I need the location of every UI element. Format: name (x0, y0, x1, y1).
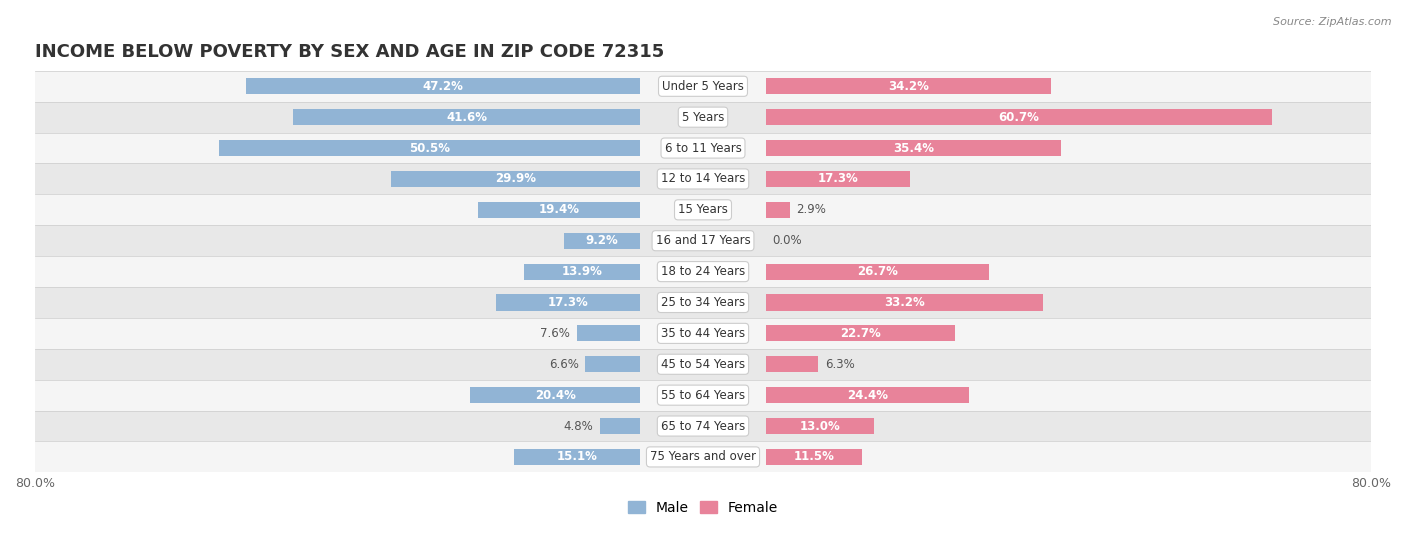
Bar (766, 418, 875, 434)
Bar (585, 356, 640, 372)
Text: 19.4%: 19.4% (538, 203, 579, 216)
Text: 15 Years: 15 Years (678, 203, 728, 216)
Bar (600, 418, 640, 434)
Bar (292, 109, 640, 125)
Bar (35, 349, 1371, 380)
Text: 17.3%: 17.3% (817, 172, 858, 186)
Bar (35, 195, 1371, 225)
Text: 2.9%: 2.9% (797, 203, 827, 216)
Text: 11.5%: 11.5% (793, 451, 834, 463)
Bar (35, 287, 1371, 318)
Text: 25 to 34 Years: 25 to 34 Years (661, 296, 745, 309)
Bar (766, 140, 1062, 156)
Bar (35, 102, 1371, 132)
Bar (246, 78, 640, 94)
Text: 60.7%: 60.7% (998, 111, 1039, 124)
Text: 29.9%: 29.9% (495, 172, 536, 186)
Bar (35, 442, 1371, 472)
Bar (766, 264, 988, 280)
Text: 35 to 44 Years: 35 to 44 Years (661, 327, 745, 340)
Text: 4.8%: 4.8% (564, 420, 593, 433)
Bar (766, 325, 955, 342)
Text: 55 to 64 Years: 55 to 64 Years (661, 389, 745, 402)
Text: 22.7%: 22.7% (839, 327, 880, 340)
Bar (766, 356, 818, 372)
Text: 34.2%: 34.2% (889, 80, 929, 93)
Text: 75 Years and over: 75 Years and over (650, 451, 756, 463)
Text: 15.1%: 15.1% (557, 451, 598, 463)
Bar (470, 387, 640, 403)
Bar (35, 132, 1371, 163)
Text: 9.2%: 9.2% (585, 234, 619, 247)
Text: 65 to 74 Years: 65 to 74 Years (661, 420, 745, 433)
Text: 33.2%: 33.2% (884, 296, 925, 309)
Bar (35, 256, 1371, 287)
Text: 12 to 14 Years: 12 to 14 Years (661, 172, 745, 186)
Bar (391, 171, 640, 187)
Bar (35, 225, 1371, 256)
Bar (766, 78, 1052, 94)
Bar (524, 264, 640, 280)
Text: 35.4%: 35.4% (893, 141, 934, 154)
Text: 45 to 54 Years: 45 to 54 Years (661, 358, 745, 371)
Text: 13.9%: 13.9% (562, 265, 603, 278)
Text: 24.4%: 24.4% (846, 389, 889, 402)
Bar (35, 163, 1371, 195)
Bar (35, 318, 1371, 349)
Text: 6.6%: 6.6% (548, 358, 579, 371)
Text: 20.4%: 20.4% (534, 389, 575, 402)
Text: 17.3%: 17.3% (548, 296, 589, 309)
Text: 13.0%: 13.0% (800, 420, 841, 433)
Bar (766, 295, 1043, 310)
Text: 50.5%: 50.5% (409, 141, 450, 154)
Bar (478, 202, 640, 218)
Text: 6 to 11 Years: 6 to 11 Years (665, 141, 741, 154)
Text: INCOME BELOW POVERTY BY SEX AND AGE IN ZIP CODE 72315: INCOME BELOW POVERTY BY SEX AND AGE IN Z… (35, 43, 664, 61)
Bar (766, 171, 910, 187)
Bar (576, 325, 640, 342)
Bar (35, 411, 1371, 442)
Text: 7.6%: 7.6% (540, 327, 571, 340)
Text: 0.0%: 0.0% (772, 234, 801, 247)
Text: Under 5 Years: Under 5 Years (662, 80, 744, 93)
Text: 26.7%: 26.7% (856, 265, 897, 278)
Legend: Male, Female: Male, Female (623, 495, 783, 520)
Text: 41.6%: 41.6% (446, 111, 488, 124)
Text: 5 Years: 5 Years (682, 111, 724, 124)
Bar (766, 387, 969, 403)
Bar (766, 109, 1272, 125)
Bar (766, 202, 790, 218)
Text: 18 to 24 Years: 18 to 24 Years (661, 265, 745, 278)
Bar (35, 380, 1371, 411)
Bar (35, 71, 1371, 102)
Bar (496, 295, 640, 310)
Text: 6.3%: 6.3% (825, 358, 855, 371)
Bar (515, 449, 640, 465)
Text: Source: ZipAtlas.com: Source: ZipAtlas.com (1274, 17, 1392, 27)
Text: 16 and 17 Years: 16 and 17 Years (655, 234, 751, 247)
Bar (766, 449, 862, 465)
Text: 47.2%: 47.2% (423, 80, 464, 93)
Bar (564, 233, 640, 249)
Bar (219, 140, 640, 156)
